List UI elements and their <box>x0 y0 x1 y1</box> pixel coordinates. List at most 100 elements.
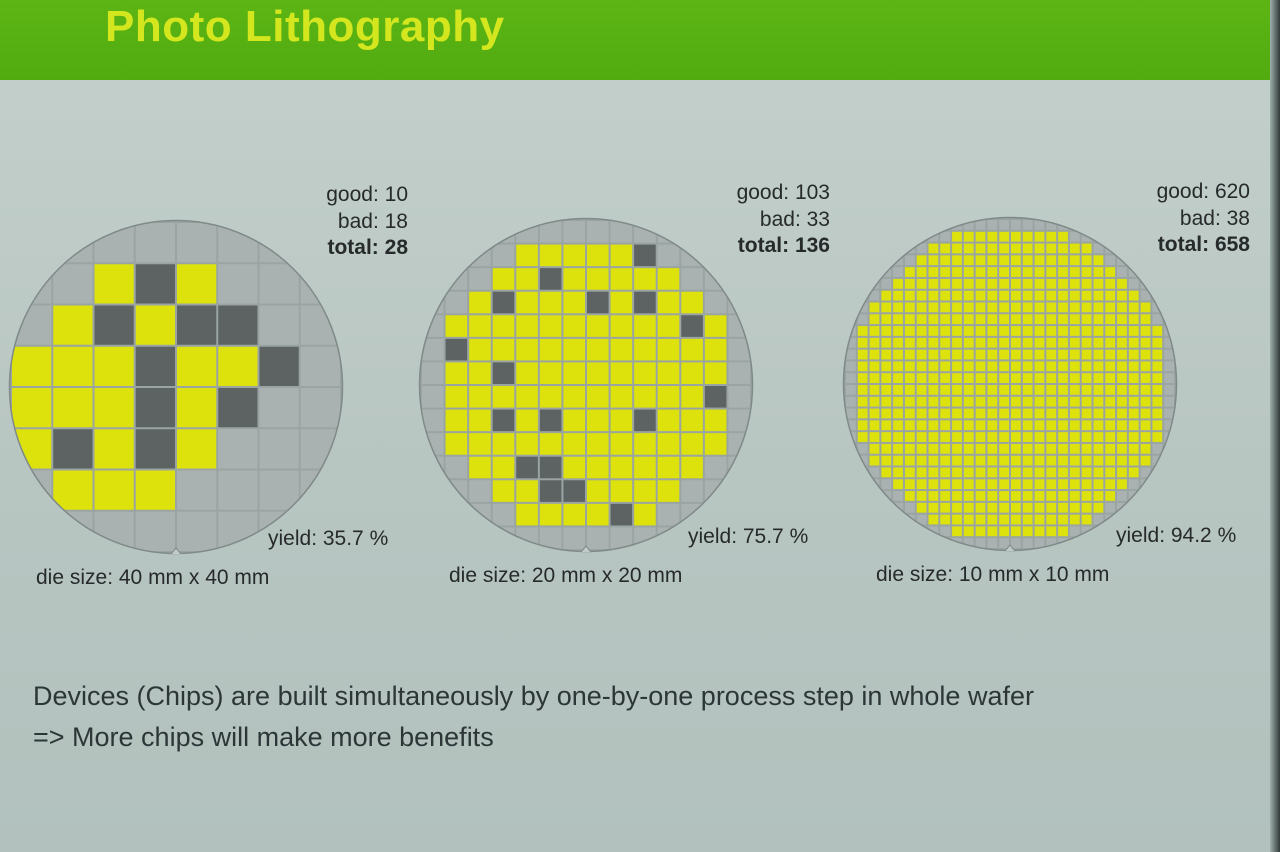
edge-die <box>869 231 880 242</box>
good-die <box>1105 337 1116 348</box>
good-die <box>904 373 915 383</box>
good-die <box>516 386 538 408</box>
good-die <box>1093 420 1104 431</box>
good-die <box>916 314 927 325</box>
good-die <box>963 278 974 289</box>
good-die <box>1034 526 1045 537</box>
good-die <box>1093 396 1104 407</box>
good-die <box>1058 420 1068 431</box>
edge-die <box>846 526 856 537</box>
edge-die <box>300 388 340 428</box>
good-die <box>975 467 986 478</box>
good-die <box>975 491 986 501</box>
good-die <box>928 479 939 490</box>
good-die <box>940 479 951 490</box>
good-die <box>1046 302 1057 313</box>
edge-die <box>1046 220 1057 230</box>
good-die <box>516 433 538 455</box>
good-die <box>916 326 927 336</box>
wafer-3-map <box>842 216 1178 552</box>
wafer-3-bad-count: bad: 38 <box>1179 206 1250 230</box>
good-die <box>928 432 939 442</box>
good-die <box>999 396 1009 407</box>
good-die <box>1117 420 1127 431</box>
edge-die <box>1152 278 1163 289</box>
good-die <box>869 385 880 395</box>
edge-die <box>492 244 515 267</box>
good-die <box>657 456 680 479</box>
good-die <box>1046 314 1057 325</box>
edge-die <box>1128 231 1139 242</box>
edge-die <box>445 244 468 267</box>
good-die <box>940 420 951 431</box>
edge-die <box>1152 479 1163 490</box>
good-die <box>963 420 974 431</box>
edge-die <box>893 538 903 548</box>
good-die <box>1081 302 1092 313</box>
good-die <box>869 455 880 466</box>
good-die <box>1093 432 1104 442</box>
bad-die <box>539 268 562 290</box>
good-die <box>1069 314 1080 325</box>
good-die <box>1128 373 1139 383</box>
edge-die <box>1128 479 1139 490</box>
good-die <box>704 433 727 455</box>
good-die <box>1034 479 1045 490</box>
bad-die <box>135 346 175 386</box>
edge-die <box>1164 361 1174 372</box>
edge-die <box>300 305 340 345</box>
good-die <box>952 290 962 301</box>
good-die <box>904 302 915 313</box>
good-die <box>1128 420 1139 431</box>
edge-die <box>1093 243 1104 254</box>
good-die <box>952 491 962 501</box>
good-die <box>1069 326 1080 336</box>
good-die <box>1034 385 1045 395</box>
good-die <box>1046 231 1057 242</box>
edge-die <box>1081 538 1092 548</box>
edge-die <box>846 302 856 313</box>
edge-die <box>422 362 444 384</box>
edge-die <box>1105 220 1116 230</box>
wafer-3-yield: yield: 94.2 % <box>1116 524 1237 547</box>
good-die <box>1034 443 1045 454</box>
good-die <box>893 455 903 466</box>
good-die <box>563 268 585 290</box>
good-die <box>563 291 585 314</box>
good-die <box>1046 467 1057 478</box>
good-die <box>469 291 491 314</box>
edge-die <box>904 502 915 513</box>
good-die <box>916 443 927 454</box>
edge-die <box>12 223 52 263</box>
edge-die <box>1164 337 1174 348</box>
edge-die <box>846 243 856 254</box>
good-die <box>999 385 1009 395</box>
edge-die <box>846 408 856 419</box>
edge-die <box>869 491 880 501</box>
good-die <box>963 467 974 478</box>
good-die <box>975 278 986 289</box>
good-die <box>1046 526 1057 537</box>
good-die <box>999 326 1009 336</box>
edge-die <box>422 503 444 526</box>
edge-die <box>1164 514 1174 525</box>
good-die <box>1046 385 1057 395</box>
good-die <box>975 231 986 242</box>
edge-die <box>904 526 915 537</box>
edge-die <box>881 526 892 537</box>
edge-die <box>846 337 856 348</box>
good-die <box>1046 255 1057 266</box>
good-die <box>563 244 585 267</box>
good-die <box>952 443 962 454</box>
good-die <box>999 491 1009 501</box>
good-die <box>1022 408 1033 419</box>
edge-die <box>916 514 927 525</box>
good-die <box>1034 396 1045 407</box>
edge-die <box>1152 267 1163 277</box>
good-die <box>881 337 892 348</box>
edge-die <box>857 514 868 525</box>
edge-die <box>1164 290 1174 301</box>
good-die <box>1034 408 1045 419</box>
good-die <box>1011 420 1021 431</box>
edge-die <box>1069 220 1080 230</box>
